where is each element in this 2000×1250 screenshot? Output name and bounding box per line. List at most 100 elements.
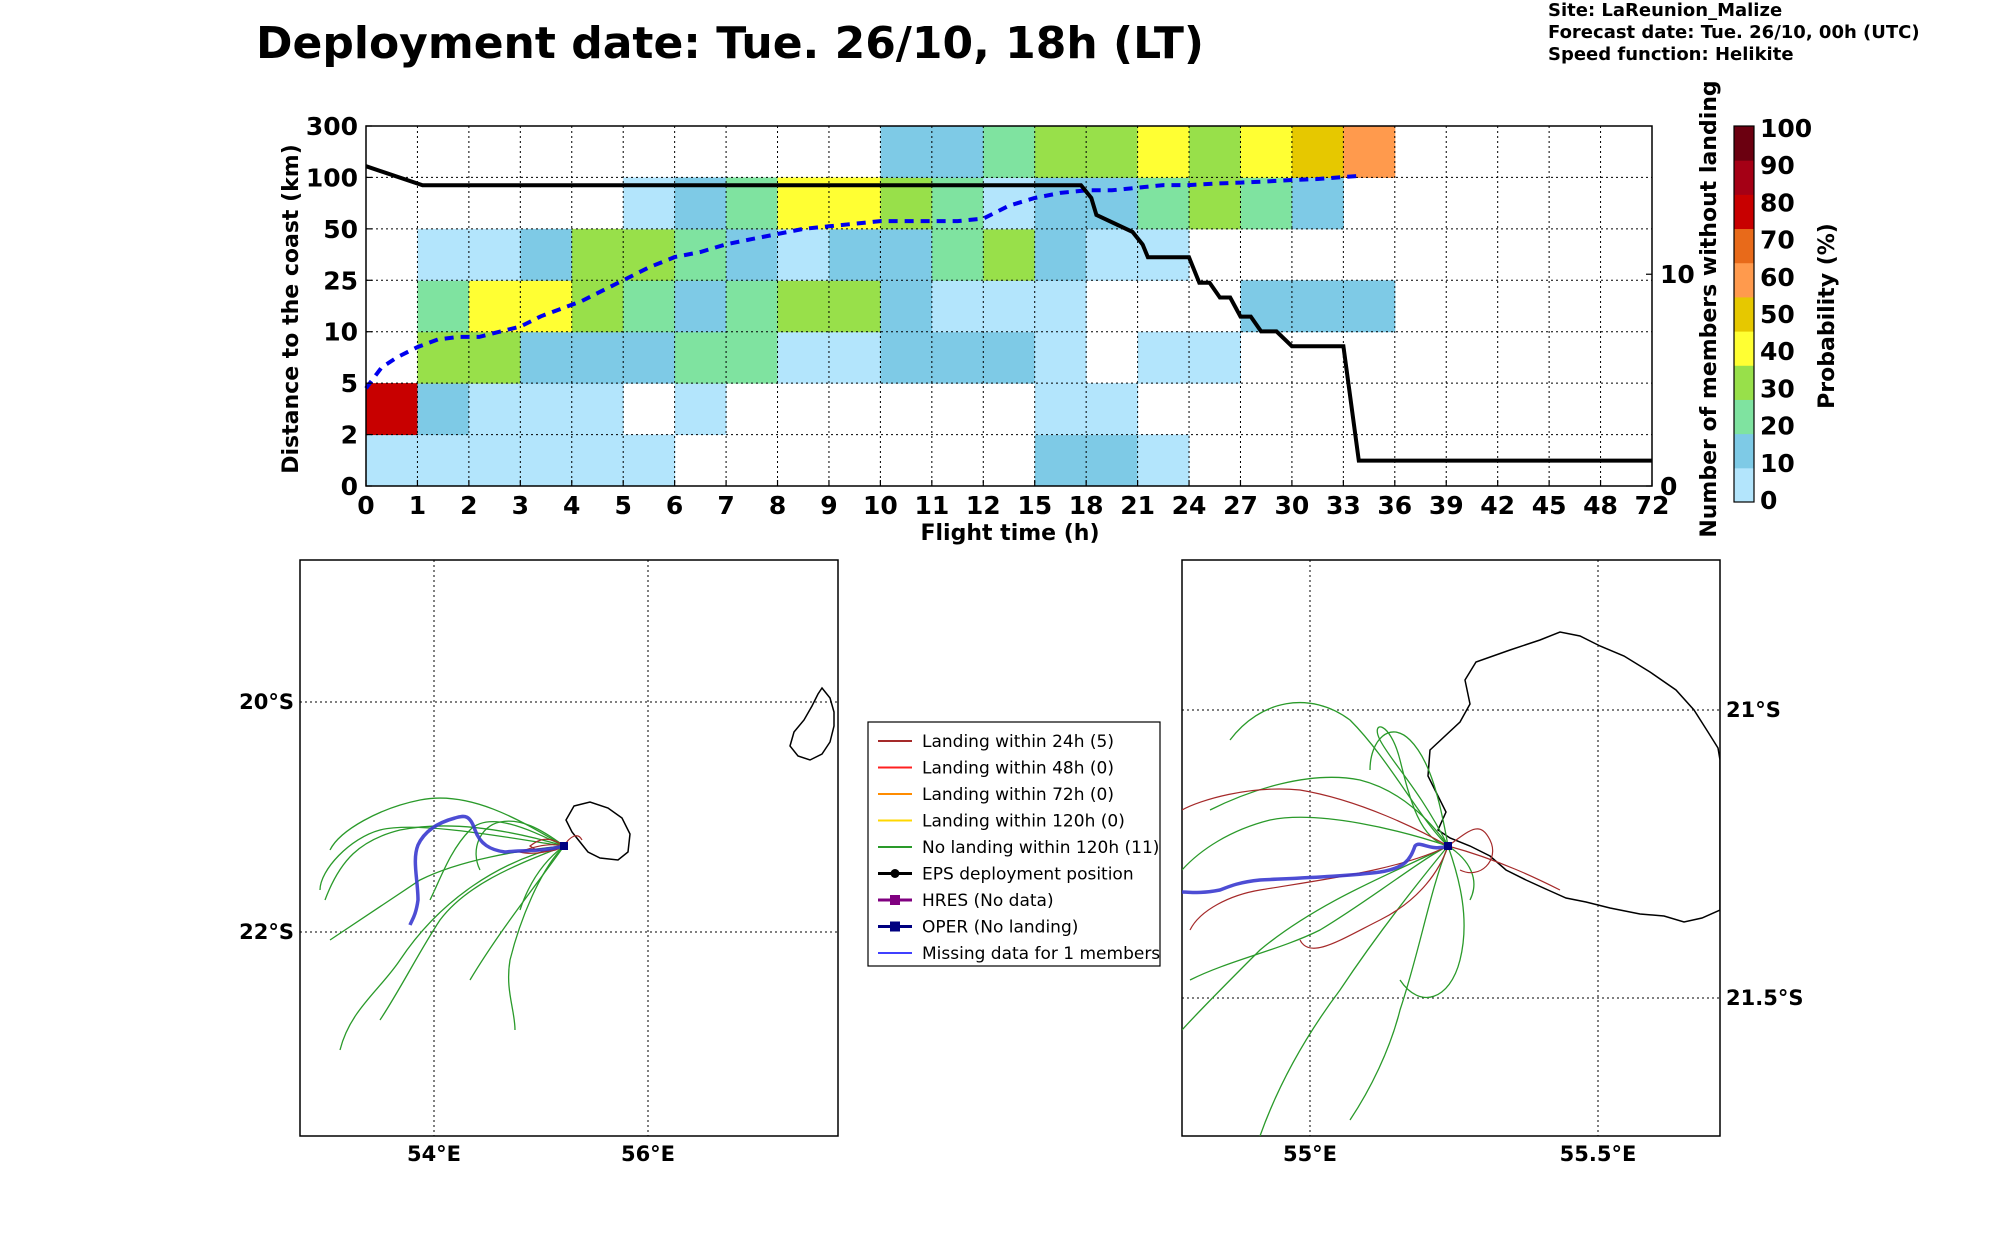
colorbar-tick-label: 60 [1760,263,1795,292]
y-tick-label: 25 [323,266,358,295]
x-tick-label: 24 [1172,491,1207,520]
colorbar-segment [1734,160,1754,195]
y-tick-label: 50 [323,215,358,244]
heatmap-cell [1034,228,1087,281]
trajectory-landing-24h [1299,845,1449,949]
heatmap-cell [1034,280,1087,333]
heatmap-cell [1240,126,1293,178]
speed-function-label: Speed function: Helikite [1548,44,1794,65]
heatmap-cell [417,331,470,384]
x-tick-label: 33 [1326,491,1361,520]
heatmap-cell [1137,126,1190,178]
colorbar-tick-label: 90 [1760,151,1795,180]
heatmap-cell [931,126,984,178]
heatmap-cell [880,228,933,281]
heatmap-cell [623,434,676,487]
heatmap-cell [674,228,727,281]
colorbar-segment [1734,399,1754,435]
heatmap-cell [1291,177,1344,230]
trajectory-no-landing [475,820,565,871]
colorbar-frame [1733,125,1755,503]
heatmap-cell [983,280,1036,333]
x-tick-label: 11 [914,491,949,520]
x-axis-label: Flight time (h) [920,521,1099,546]
colorbar-tick-label: 50 [1760,300,1795,329]
heatmap-cell [828,331,881,384]
heatmap-cell [880,331,933,384]
colorbar-tick-label: 20 [1760,412,1795,441]
heatmap-cell [417,280,470,333]
mauritius-coast [789,686,835,761]
left-map-lon-tick: 56°E [621,1142,675,1166]
oper-trajectory [1182,842,1449,895]
heatmap-cell [1189,177,1241,230]
trajectory-no-landing [1209,776,1449,847]
trajectory-landing-24h [1182,788,1449,847]
heatmap-cell [1240,280,1293,333]
y-tick-label: 10 [323,318,358,347]
forecast-date-label: Forecast date: Tue. 26/10, 00h (UTC) [1548,22,1920,43]
heatmap-cell [417,383,470,436]
heatmap-cell [623,331,676,384]
x-tick-label: 36 [1377,491,1412,520]
x-tick-label: 2 [460,491,477,520]
y-axis-label: Distance to the coast (km) [279,144,304,474]
legend-box [867,721,1161,967]
y2-tick-label: 0 [1660,472,1677,501]
heatmap-cell [880,280,933,333]
trajectory-no-landing [379,845,565,1021]
trajectory-no-landing [1229,701,1449,847]
heatmap-cell [983,331,1036,384]
heatmap-cell [777,228,830,281]
left-map-lat-tick: 22°S [239,920,294,944]
heatmap-cell [468,331,521,384]
legend-label: Landing within 120h (0) [922,812,1125,832]
legend-marker [890,921,900,932]
x-tick-label: 0 [357,491,374,520]
x-tick-label: 4 [563,491,580,520]
right-map-lat-tick: 21.5°S [1726,986,1803,1010]
trajectory-landing-24h [1447,845,1561,891]
colorbar-tick-label: 10 [1760,449,1795,478]
heatmap-cell [674,331,727,384]
heatmap-cell [571,383,624,436]
x-tick-label: 15 [1017,491,1052,520]
heatmap-cell [1086,383,1139,436]
heatmap-cell [1137,331,1190,384]
colorbar: 0 10 20 30 40 50 60 70 80 90 100 [1733,114,1812,515]
y2-axis-label: Number of members without landing [1697,80,1722,537]
colorbar-tick-label: 30 [1760,374,1795,403]
legend-label: OPER (No landing) [922,918,1078,938]
heatmap-cell [726,331,779,384]
heatmap-plot: 0 1 2 3 4 5 6 7 8 9 10 11 12 15 18 21 24 27 30 33 36 39 42 45 48… [306,112,1695,520]
trajectory-no-landing [1259,845,1449,1136]
heatmap-cell [777,331,830,384]
heatmap-cell [520,383,573,436]
heatmap-cell [931,331,984,384]
y2-tick-label: 10 [1660,260,1695,289]
heatmap-cell [417,434,470,487]
left-map-lat-tick: 20°S [239,690,294,714]
heatmap-cell [828,228,881,281]
colorbar-segment [1734,365,1754,400]
heatmap-cell [366,383,418,436]
heatmap-cell [520,434,573,487]
heatmap-cell [571,434,624,487]
trajectory-no-landing [1399,845,1465,998]
heatmap-cell [571,280,624,333]
trajectory-no-landing [1369,731,1449,847]
heatmap-cell [1086,126,1139,178]
heatmap-cell [931,228,984,281]
heatmap-cell [1034,434,1087,487]
heatmap-cell [366,434,418,487]
legend-label: HRES (No data) [922,891,1054,911]
y-tick-label: 300 [306,112,358,141]
x-tick-label: 7 [717,491,734,520]
x-tick-label: 10 [863,491,898,520]
x-tick-label: 27 [1223,491,1258,520]
x-tick-label: 48 [1583,491,1618,520]
heatmap-cell [1137,434,1190,487]
heatmap-cell [1189,331,1241,384]
heatmap-cell [1034,126,1087,178]
x-tick-label: 72 [1635,491,1670,520]
